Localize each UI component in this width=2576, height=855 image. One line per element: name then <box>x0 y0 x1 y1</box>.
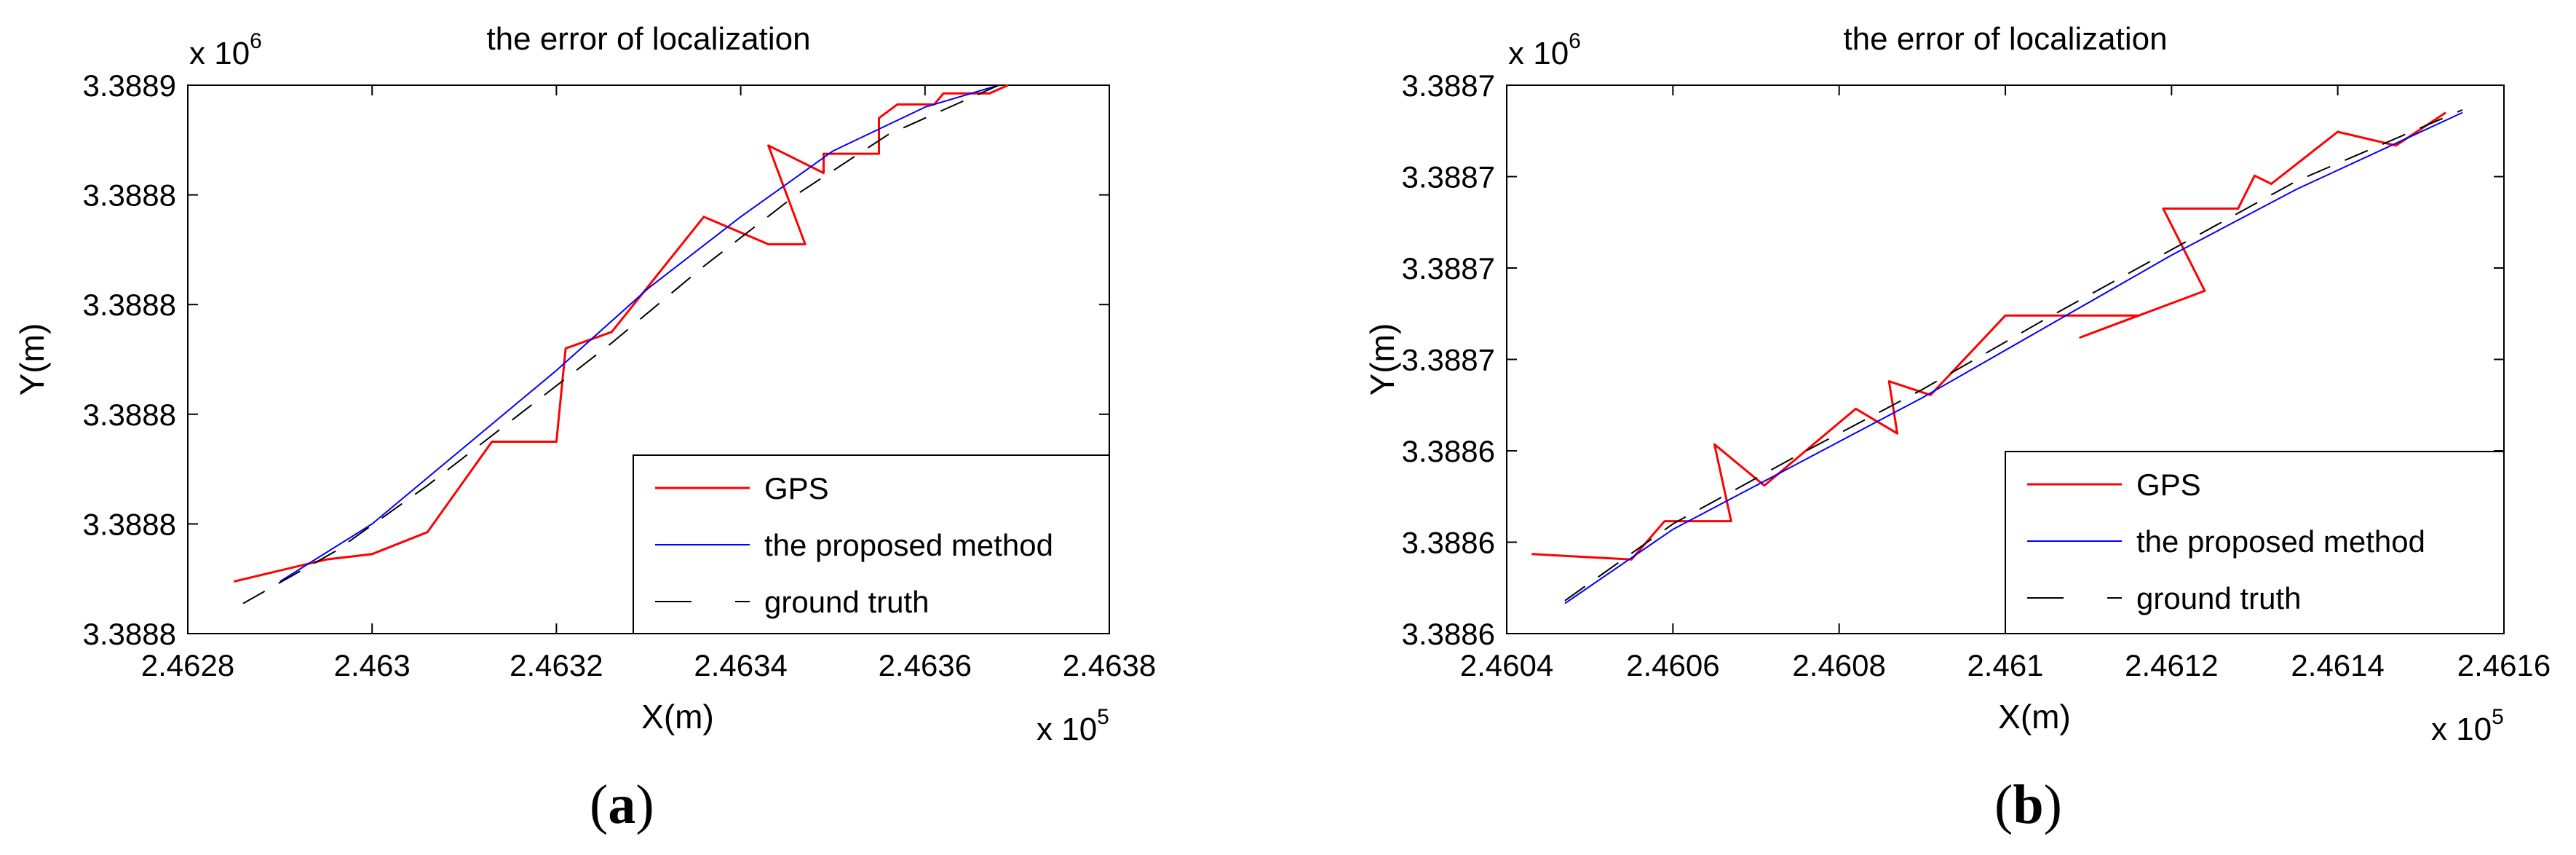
y-tick-label: 3.3888 <box>83 507 176 541</box>
panel-label: (b) <box>1994 774 2062 835</box>
y-axis-label: Y(m) <box>1363 323 1401 396</box>
y-multiplier-base: x 10 <box>1508 36 1569 71</box>
series-line-ground-truth <box>1564 109 2463 602</box>
chart-title: the error of localization <box>1843 21 2167 57</box>
y-tick-label: 3.3889 <box>83 68 176 103</box>
y-multiplier: x 106 <box>189 29 262 71</box>
x-tick-label: 2.463 <box>334 648 411 682</box>
y-multiplier-base: x 10 <box>189 36 250 71</box>
series-line-ground-truth <box>242 84 999 604</box>
panel-label-close: ) <box>635 774 654 835</box>
x-tick-label: 2.4616 <box>2457 648 2551 682</box>
panel-label-open: ( <box>1994 774 2013 835</box>
x-tick-label: 2.4604 <box>1460 648 1553 682</box>
x-tick-label: 2.461 <box>1967 648 2043 682</box>
x-tick-label: 2.4636 <box>879 648 972 682</box>
x-axis-label: X(m) <box>1998 698 2071 736</box>
legend-entry: GPS <box>764 471 829 505</box>
panel-label-open: ( <box>590 774 608 835</box>
x-multiplier-exponent: 5 <box>1097 705 1109 729</box>
y-tick-label: 3.3887 <box>1402 343 1495 377</box>
y-tick-label: 3.3887 <box>1402 68 1495 103</box>
legend: GPS the proposed method ground truth <box>633 454 1110 634</box>
y-multiplier-exponent: 6 <box>1569 29 1581 53</box>
series-line-the-proposed-method <box>1564 111 2463 604</box>
panel-label-close: ) <box>2044 774 2062 835</box>
panel-label-letter: b <box>2013 774 2043 835</box>
x-tick-label: 2.4614 <box>2291 648 2384 682</box>
legend-entry: the proposed method <box>764 528 1053 562</box>
x-tick-label: 2.4612 <box>2125 648 2218 682</box>
legend-entry: ground truth <box>2136 581 2302 615</box>
y-tick-label: 3.3888 <box>83 617 176 651</box>
series-line-the-proposed-method <box>280 84 999 583</box>
series-line-gps <box>1531 111 2446 561</box>
panel-label-letter: a <box>608 774 635 835</box>
x-tick-label: 2.4632 <box>510 648 603 682</box>
y-multiplier: x 106 <box>1508 29 1581 71</box>
legend: GPS the proposed method ground truth <box>2005 451 2505 634</box>
x-tick-label: 2.4634 <box>694 648 787 682</box>
y-tick-label: 3.3887 <box>1402 251 1495 285</box>
x-tick-label: 2.4608 <box>1792 648 1885 682</box>
legend-entry: GPS <box>2136 468 2201 502</box>
x-tick-label: 2.4628 <box>141 648 234 682</box>
x-multiplier-base: x 10 <box>1037 712 1097 747</box>
y-axis-label: Y(m) <box>13 323 51 396</box>
chart-title: the error of localization <box>486 21 810 57</box>
y-tick-label: 3.3887 <box>1402 160 1495 194</box>
y-tick-label: 3.3886 <box>1402 525 1495 559</box>
panel-label: (a) <box>590 774 654 835</box>
x-tick-label: 2.4638 <box>1063 648 1156 682</box>
legend-entry: the proposed method <box>2136 524 2425 559</box>
chart-panel-a: 2.4628 2.463 2.4632 2.4634 2.4636 2.4638 3.388… <box>13 21 1156 835</box>
y-tick-label: 3.3888 <box>83 398 176 432</box>
legend-box <box>2005 451 2505 634</box>
y-tick-label: 3.3886 <box>1402 434 1495 468</box>
y-multiplier-exponent: 6 <box>250 29 262 53</box>
x-multiplier-base: x 10 <box>2431 712 2492 747</box>
x-multiplier: x 105 <box>1037 705 1109 747</box>
y-tick-label: 3.3888 <box>83 178 176 213</box>
x-tick-label: 2.4606 <box>1626 648 1719 682</box>
series-line-gps <box>233 84 1009 583</box>
chart-panel-b: 2.4604 2.4606 2.4608 2.461 2.4612 2.4614 2.461… <box>1363 21 2551 835</box>
x-axis-label: X(m) <box>641 698 714 736</box>
y-tick-label: 3.3888 <box>83 288 176 322</box>
x-multiplier: x 105 <box>2431 705 2504 747</box>
legend-entry: ground truth <box>764 585 930 619</box>
x-multiplier-exponent: 5 <box>2492 705 2504 729</box>
y-tick-label: 3.3886 <box>1402 617 1495 651</box>
